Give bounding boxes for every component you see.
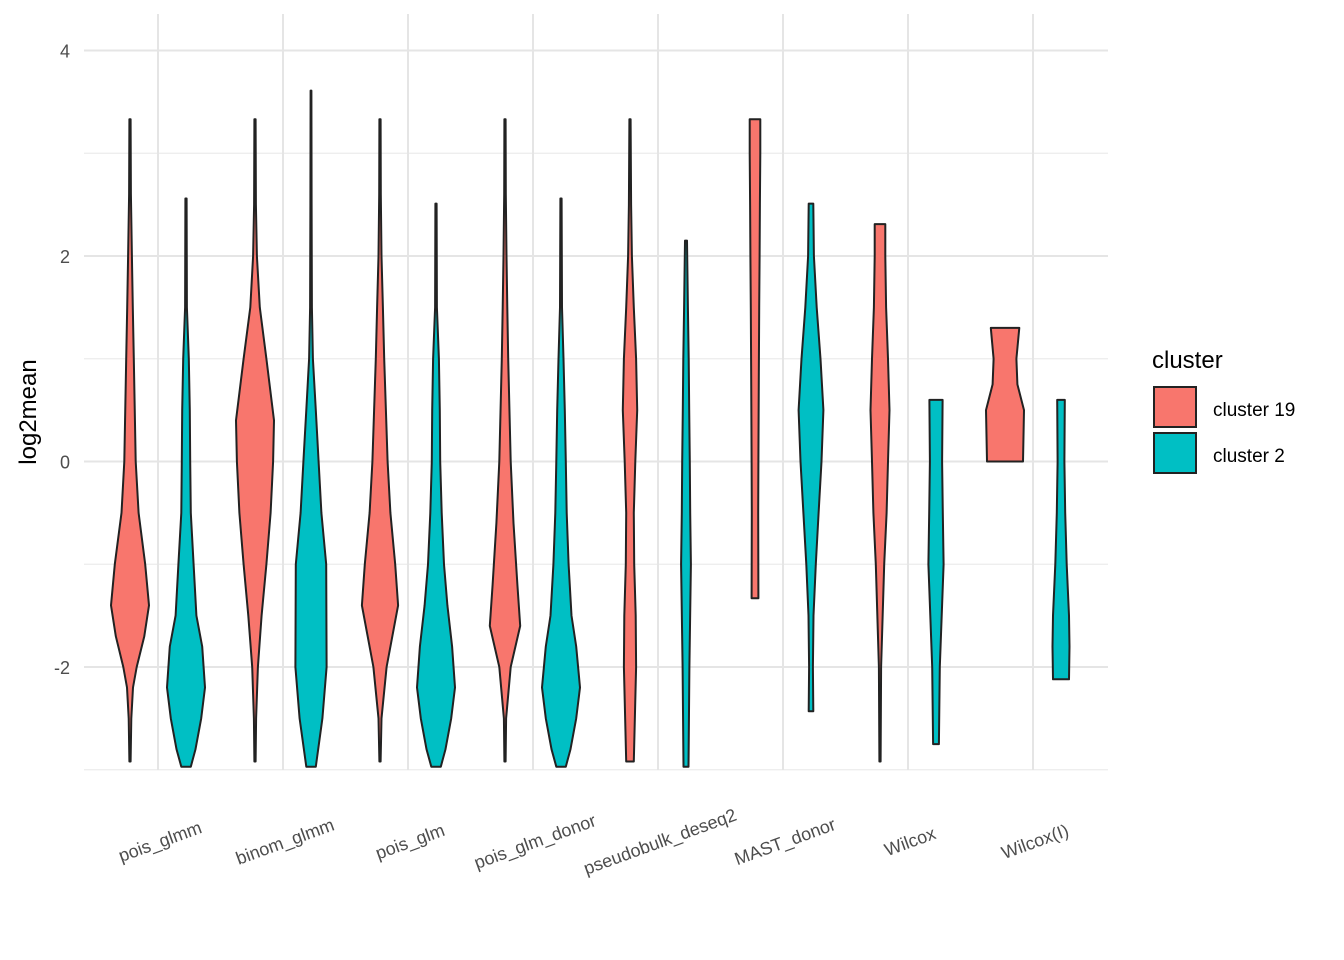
violin-binom-glmm-cluster-19 bbox=[235, 118, 275, 763]
violin-pois-glm-donor-cluster-19 bbox=[488, 118, 522, 763]
violin-pois-glm-cluster-19 bbox=[360, 118, 400, 763]
legend-label-cluster-19: cluster 19 bbox=[1213, 400, 1295, 421]
violin-pseudobulk-deseq2-cluster-2 bbox=[680, 239, 692, 768]
x-tick-label: pois_glmm bbox=[116, 817, 205, 866]
x-tick-label: Wilcox bbox=[882, 823, 939, 860]
y-axis-title: log2mean bbox=[15, 359, 42, 464]
legend: cluster cluster 19 cluster 2 bbox=[1152, 347, 1295, 474]
legend-key-cluster-2 bbox=[1153, 432, 1197, 474]
violin-binom-glmm-cluster-2 bbox=[294, 89, 328, 768]
y-tick-label: -2 bbox=[54, 658, 70, 678]
x-tick-label: binom_glmm bbox=[233, 815, 337, 870]
violin-mast-donor-cluster-2 bbox=[797, 202, 825, 713]
x-tick-label: Wilcox(I) bbox=[999, 820, 1072, 863]
x-tick-label: pois_glm bbox=[373, 820, 448, 864]
violin-pois-glm-cluster-2 bbox=[416, 202, 456, 768]
y-tick-label: 2 bbox=[60, 247, 70, 267]
legend-title: cluster bbox=[1152, 347, 1223, 374]
violin-pois-glmm-cluster-2 bbox=[166, 197, 206, 768]
violin-wilcox-i-cluster-2 bbox=[1051, 398, 1071, 681]
x-tick-label: MAST_donor bbox=[732, 814, 839, 870]
violin-layer bbox=[110, 89, 1071, 768]
violin-mast-donor-cluster-19 bbox=[748, 118, 762, 600]
violin-pois-glmm-cluster-19 bbox=[110, 118, 150, 763]
major-gridlines bbox=[84, 14, 1108, 770]
y-tick-label: 4 bbox=[60, 42, 70, 62]
y-axis-ticks: -2 0 2 4 bbox=[54, 42, 70, 679]
violin-wilcox-i-cluster-19 bbox=[985, 326, 1025, 463]
violin-wilcox-cluster-19 bbox=[869, 223, 891, 763]
legend-key-cluster-19 bbox=[1153, 386, 1197, 428]
violin-wilcox-cluster-2 bbox=[927, 398, 945, 746]
x-tick-label: pseudobulk_deseq2 bbox=[581, 805, 740, 880]
y-tick-label: 0 bbox=[60, 453, 70, 473]
legend-label-cluster-2: cluster 2 bbox=[1213, 446, 1285, 467]
violin-pois-glm-donor-cluster-2 bbox=[541, 197, 581, 768]
x-axis-ticks: pois_glmm binom_glmm pois_glm pois_glm_dono… bbox=[116, 805, 1072, 880]
x-tick-label: pois_glm_donor bbox=[471, 810, 599, 874]
violin-pseudobulk-deseq2-cluster-19 bbox=[621, 118, 639, 763]
